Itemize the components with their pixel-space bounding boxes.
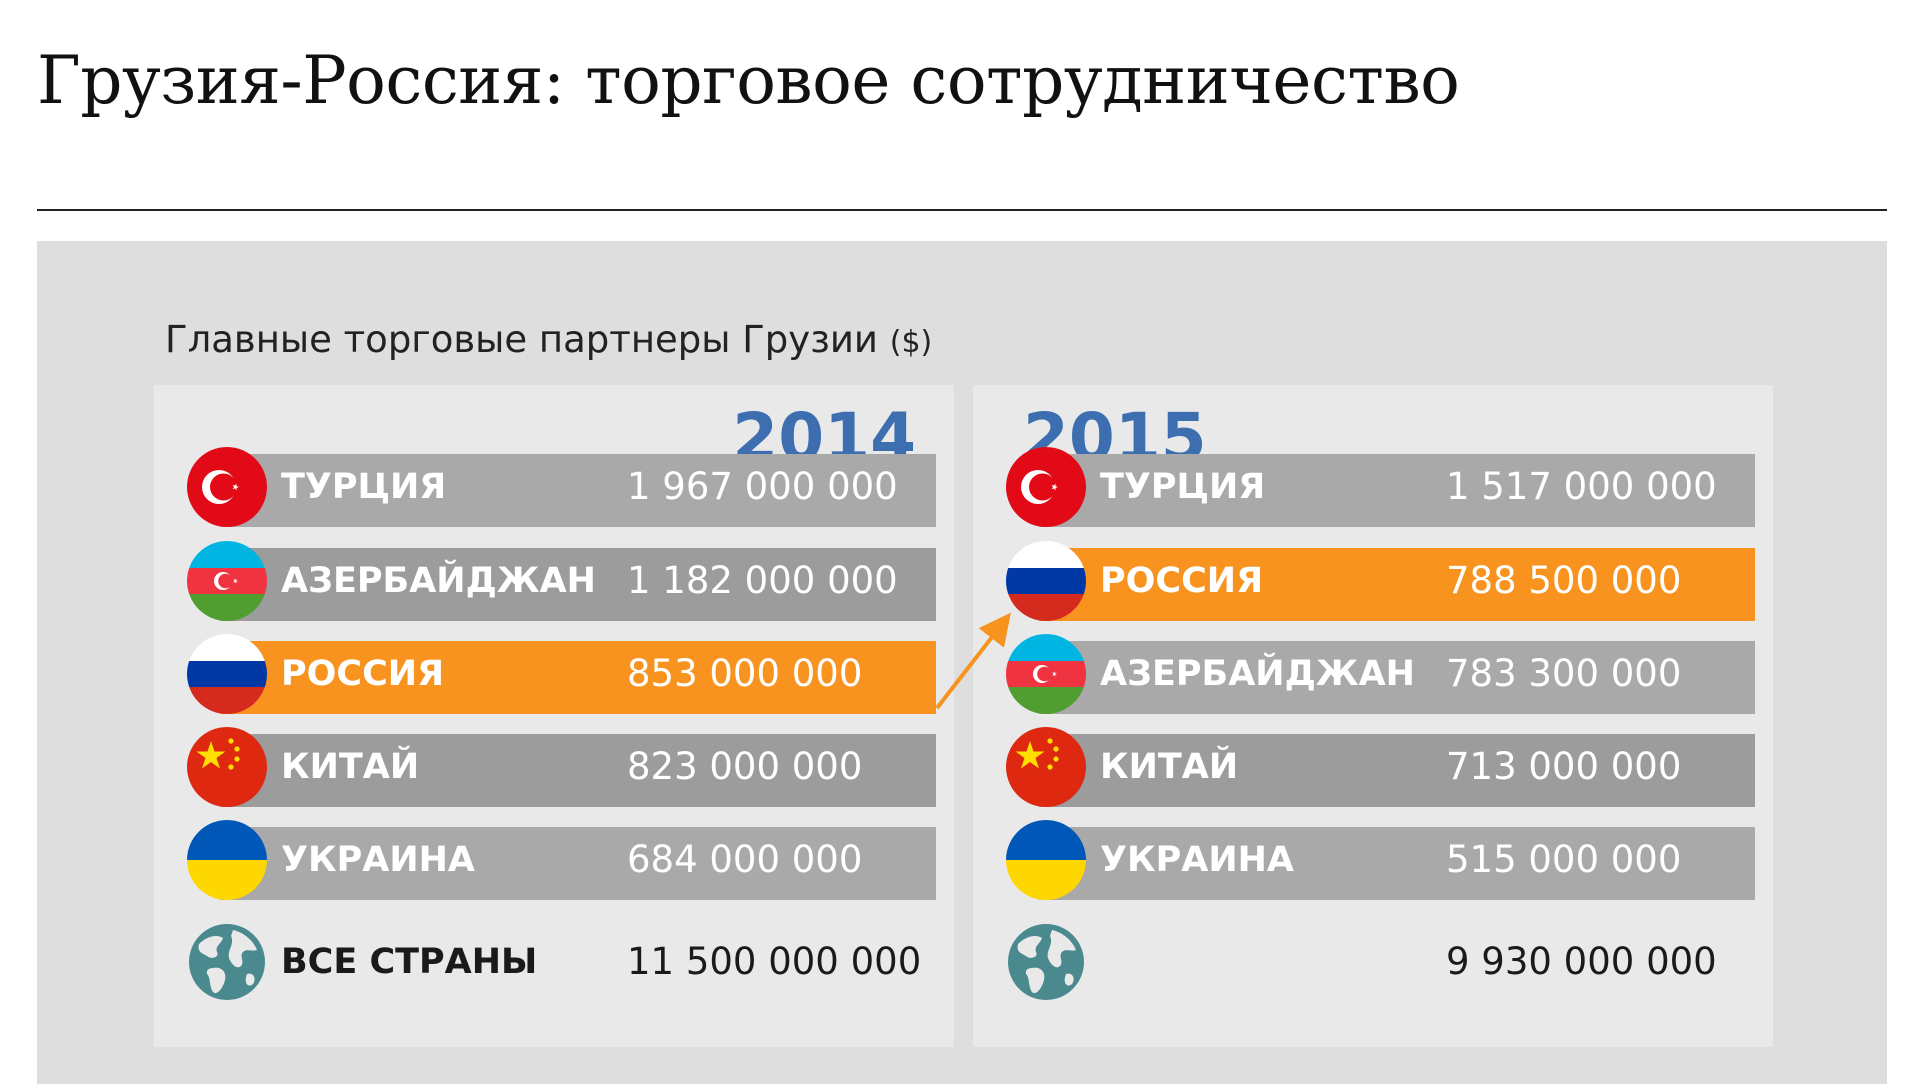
trade-value: 783 300 000 (1446, 652, 1682, 695)
total-value: 9 930 000 000 (1446, 940, 1717, 983)
table-row: ТУРЦИЯ 1 517 000 000 (973, 447, 1773, 527)
country-name: УКРАИНА (1100, 840, 1295, 880)
country-name: АЗЕРБАЙДЖАН (281, 561, 596, 601)
total-row: 9 930 000 000 (973, 922, 1773, 1002)
row-bar (220, 454, 936, 527)
russia-rank-arrow (935, 612, 1011, 710)
trade-value: 1 517 000 000 (1446, 465, 1717, 508)
trade-value: 713 000 000 (1446, 745, 1682, 788)
row-bar (1039, 827, 1755, 900)
table-row: РОССИЯ 853 000 000 (154, 634, 954, 714)
trade-value: 853 000 000 (627, 652, 863, 695)
country-name: РОССИЯ (1100, 561, 1264, 601)
china-flag-icon (187, 727, 267, 807)
chart-subtitle-text: Главные торговые партнеры Грузии (165, 318, 878, 361)
country-name: АЗЕРБАЙДЖАН (1100, 654, 1415, 694)
row-bar (220, 641, 936, 714)
turkey-flag-icon (1006, 447, 1086, 527)
total-label: ВСЕ СТРАНЫ (281, 942, 538, 982)
chart-unit: ($) (889, 325, 933, 360)
table-row: УКРАИНА 684 000 000 (154, 820, 954, 900)
country-name: ТУРЦИЯ (281, 467, 447, 507)
china-flag-icon (1006, 727, 1086, 807)
page-title: Грузия-Россия: торговое сотрудничество (37, 42, 1460, 119)
table-row: ТУРЦИЯ 1 967 000 000 (154, 447, 954, 527)
country-name: КИТАЙ (281, 747, 420, 787)
trade-value: 515 000 000 (1446, 838, 1682, 881)
year-2014-card: 2014 ТУРЦИЯ 1 967 000 000 АЗЕРБАЙДЖАН 1 18… (154, 385, 954, 1047)
country-name: РОССИЯ (281, 654, 445, 694)
table-row: КИТАЙ 823 000 000 (154, 727, 954, 807)
table-row: АЗЕРБАЙДЖАН 783 300 000 (973, 634, 1773, 714)
trade-value: 1 182 000 000 (627, 559, 898, 602)
row-bar (1039, 641, 1755, 714)
country-name: УКРАИНА (281, 840, 476, 880)
table-row: РОССИЯ 788 500 000 (973, 541, 1773, 621)
country-name: КИТАЙ (1100, 747, 1239, 787)
row-bar (220, 548, 936, 621)
trade-value: 788 500 000 (1446, 559, 1682, 602)
row-bar (1039, 548, 1755, 621)
year-2015-card: 2015 ТУРЦИЯ 1 517 000 000 РОССИЯ 788 500 0… (973, 385, 1773, 1047)
total-value: 11 500 000 000 (627, 940, 922, 983)
globe-icon (187, 922, 267, 1002)
row-bar (1039, 454, 1755, 527)
infographic-panel: Главные торговые партнеры Грузии ($) 201… (37, 241, 1887, 1084)
title-divider (37, 209, 1887, 211)
total-row: ВСЕ СТРАНЫ 11 500 000 000 (154, 922, 954, 1002)
table-row: КИТАЙ 713 000 000 (973, 727, 1773, 807)
row-bar (220, 734, 936, 807)
chart-subtitle: Главные торговые партнеры Грузии ($) (165, 318, 932, 361)
trade-value: 823 000 000 (627, 745, 863, 788)
ukraine-flag-icon (187, 820, 267, 900)
trade-value: 1 967 000 000 (627, 465, 898, 508)
table-row: АЗЕРБАЙДЖАН 1 182 000 000 (154, 541, 954, 621)
globe-icon (1006, 922, 1086, 1002)
country-name: ТУРЦИЯ (1100, 467, 1266, 507)
table-row: УКРАИНА 515 000 000 (973, 820, 1773, 900)
row-bar (220, 827, 936, 900)
trade-value: 684 000 000 (627, 838, 863, 881)
row-bar (1039, 734, 1755, 807)
azerbaijan-flag-icon (187, 541, 267, 621)
turkey-flag-icon (187, 447, 267, 527)
